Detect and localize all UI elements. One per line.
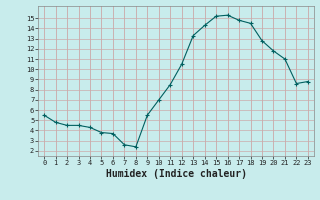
X-axis label: Humidex (Indice chaleur): Humidex (Indice chaleur): [106, 169, 246, 179]
